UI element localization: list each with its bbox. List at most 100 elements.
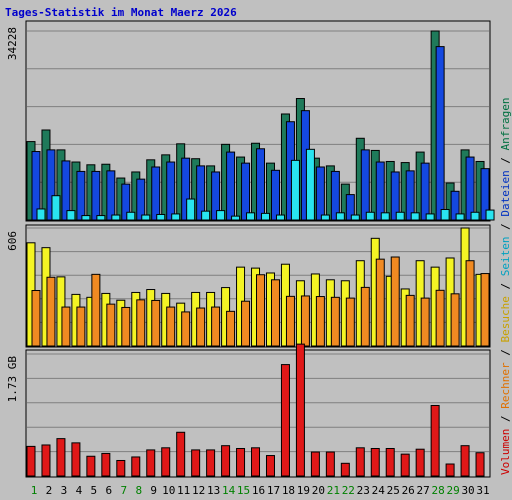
- bar-volumen-day-12: [191, 449, 201, 477]
- bar-seiten-day-28: [440, 209, 450, 221]
- bar-seiten-day-17: [275, 214, 285, 221]
- bar-rechner-day-6: [106, 303, 116, 347]
- bar-dateien-day-7: [121, 183, 131, 221]
- day-label-13: 13: [207, 484, 220, 497]
- bar-volumen-day-29: [445, 463, 455, 477]
- day-label-15: 15: [237, 484, 250, 497]
- legend-item-volumen: Volumen: [499, 429, 512, 475]
- bar-volumen-day-31: [475, 452, 485, 477]
- day-label-21: 21: [327, 484, 340, 497]
- bar-dateien-day-30: [465, 156, 475, 221]
- day-label-7: 7: [120, 484, 127, 497]
- bar-seiten-day-12: [201, 210, 211, 221]
- bar-rechner-day-9: [151, 299, 161, 347]
- day-label-18: 18: [282, 484, 295, 497]
- panel-top: 34228: [6, 20, 495, 222]
- day-label-19: 19: [297, 484, 310, 497]
- bar-volumen-day-8: [131, 456, 141, 477]
- bar-seiten-day-7: [126, 211, 136, 221]
- bar-dateien-day-12: [196, 165, 206, 221]
- bar-volumen-day-4: [71, 442, 81, 477]
- chart-title: Tages-Statistik im Monat Maerz 2026: [5, 6, 237, 19]
- bar-rechner-day-29: [450, 293, 460, 347]
- panel-middle: 606: [6, 224, 491, 348]
- legend: Volumen / Rechner / Besuche / Seiten / D…: [499, 97, 512, 475]
- legend-separator: /: [499, 276, 512, 296]
- bar-volumen-day-22: [340, 462, 350, 477]
- bar-seiten-day-5: [96, 215, 106, 221]
- bar-rechner-day-30: [465, 260, 475, 347]
- bar-dateien-day-2: [46, 149, 56, 221]
- bar-dateien-day-31: [480, 168, 490, 221]
- bar-rechner-day-16: [256, 274, 266, 347]
- bar-rechner-day-28: [435, 289, 445, 347]
- legend-separator: /: [499, 409, 512, 429]
- bar-rechner-day-27: [420, 297, 430, 347]
- day-label-1: 1: [31, 484, 38, 497]
- bar-volumen-day-23: [355, 447, 365, 477]
- legend-item-besuche: Besuche: [499, 296, 512, 342]
- bar-seiten-day-4: [81, 215, 91, 221]
- day-label-8: 8: [135, 484, 142, 497]
- bar-seiten-day-27: [425, 213, 435, 221]
- bar-seiten-day-2: [51, 195, 61, 221]
- bar-seiten-day-11: [186, 198, 196, 221]
- day-label-29: 29: [446, 484, 459, 497]
- bar-seiten-day-23: [365, 211, 375, 221]
- day-label-16: 16: [252, 484, 265, 497]
- bar-volumen-day-28: [430, 404, 440, 477]
- bar-rechner-day-23: [360, 286, 370, 347]
- bar-seiten-day-10: [171, 213, 181, 221]
- y-max-label: 34228: [6, 27, 19, 60]
- bar-rechner-day-22: [345, 297, 355, 347]
- bar-volumen-day-24: [370, 447, 380, 477]
- bar-volumen-day-26: [400, 453, 410, 477]
- bar-dateien-day-20: [315, 166, 325, 221]
- bar-seiten-day-24: [380, 212, 390, 221]
- panel-bottom: 1.73 GB: [6, 343, 491, 478]
- day-label-20: 20: [312, 484, 325, 497]
- bar-volumen-day-7: [116, 459, 126, 477]
- bar-rechner-day-13: [211, 306, 221, 347]
- bar-seiten-day-15: [246, 212, 256, 221]
- legend-separator: /: [499, 150, 512, 170]
- bar-seiten-day-16: [261, 212, 271, 221]
- bar-dateien-day-25: [390, 171, 400, 221]
- day-label-9: 9: [150, 484, 157, 497]
- bar-dateien-day-9: [151, 166, 161, 221]
- bar-rechner-day-17: [270, 279, 280, 347]
- bar-dateien-day-27: [420, 162, 430, 221]
- bar-rechner-day-10: [166, 306, 176, 347]
- bar-rechner-day-5: [91, 273, 101, 347]
- day-label-12: 12: [192, 484, 205, 497]
- bar-seiten-day-26: [410, 212, 420, 221]
- day-label-14: 14: [222, 484, 236, 497]
- bar-rechner-day-7: [121, 306, 131, 347]
- day-label-10: 10: [162, 484, 175, 497]
- day-label-5: 5: [91, 484, 98, 497]
- bar-rechner-day-21: [330, 296, 340, 347]
- bar-rechner-day-11: [181, 311, 191, 347]
- bar-seiten-day-25: [395, 211, 405, 221]
- bar-dateien-day-29: [450, 190, 460, 221]
- y-max-label: 1.73 GB: [6, 356, 19, 403]
- day-label-27: 27: [417, 484, 430, 497]
- day-label-3: 3: [61, 484, 68, 497]
- bar-rechner-day-3: [61, 306, 71, 347]
- day-label-4: 4: [76, 484, 83, 497]
- bar-volumen-day-1: [26, 445, 36, 477]
- bar-dateien-day-10: [166, 161, 176, 221]
- bar-seiten-day-9: [156, 213, 166, 221]
- bar-rechner-day-18: [285, 295, 295, 347]
- bar-dateien-day-24: [375, 161, 385, 221]
- bar-rechner-day-14: [226, 310, 236, 347]
- bar-seiten-day-31: [485, 209, 495, 221]
- bar-rechner-day-2: [46, 276, 56, 347]
- bar-seiten-day-18: [290, 159, 300, 221]
- day-label-17: 17: [267, 484, 280, 497]
- bar-dateien-day-22: [345, 194, 355, 221]
- bar-volumen-day-25: [385, 447, 395, 477]
- legend-item-seiten: Seiten: [499, 237, 512, 277]
- bar-dateien-day-1: [31, 151, 41, 221]
